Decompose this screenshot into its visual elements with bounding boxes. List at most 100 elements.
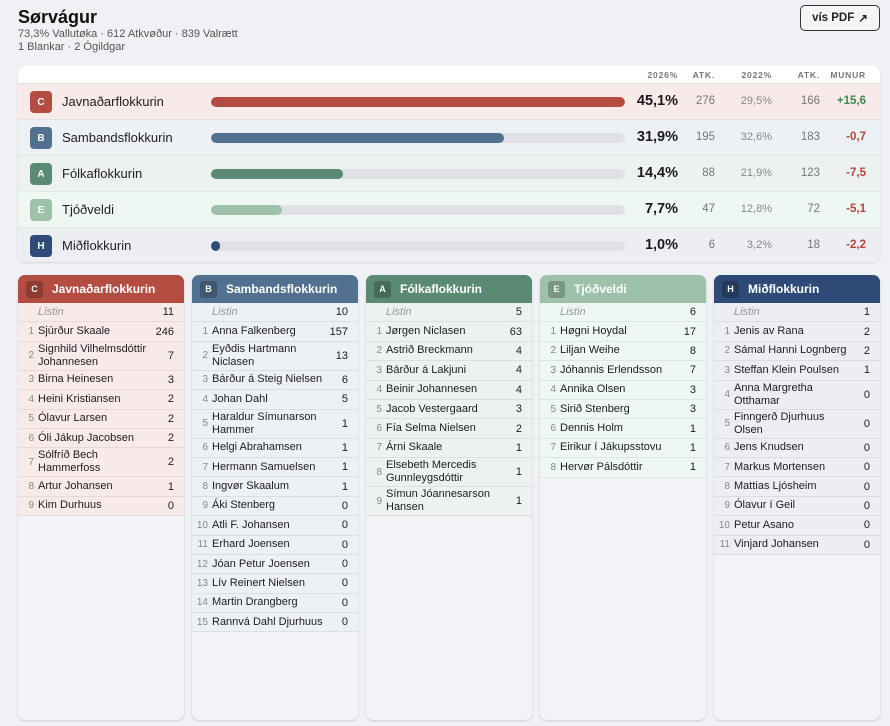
- candidate-row[interactable]: 10 Petur Asano 0: [714, 516, 880, 536]
- candidate-row[interactable]: 2 Eyðdis Hartmann Niclasen 13: [192, 341, 358, 371]
- candidate-number: 6: [376, 423, 382, 435]
- candidate-row[interactable]: 3 Bárður á Steig Nielsen 6: [192, 370, 358, 391]
- candidate-name: Steffan Klein Poulsen: [734, 363, 839, 376]
- candidate-votes: 1: [341, 480, 348, 493]
- candidate-number: 1: [202, 326, 208, 338]
- candidate-row[interactable]: 10 Atli F. Johansen 0: [192, 516, 358, 536]
- candidate-row[interactable]: 8 Elsebeth Mercedis Gunnleygsdóttir 1: [366, 458, 532, 488]
- votes-2026: 88: [702, 167, 715, 179]
- candidate-row[interactable]: 5 Haraldur Símunarson Hammer 1: [192, 409, 358, 439]
- col-diff: MUNUR: [830, 70, 866, 80]
- candidate-votes: 4: [515, 344, 522, 357]
- candidate-row[interactable]: 2 Sámal Hanni Lognberg 2: [714, 341, 880, 362]
- list-votes-label: Listin: [38, 305, 64, 318]
- candidate-number: 9: [724, 500, 730, 512]
- candidate-row[interactable]: 4 Annika Olsen 3: [540, 380, 706, 400]
- candidate-row[interactable]: 9 Áki Stenberg 0: [192, 496, 358, 517]
- pct-difference: -0,7: [846, 131, 866, 143]
- pct-2022: 12,8%: [740, 203, 772, 215]
- party-result-row[interactable]: B Sambandsflokkurin 31,9% 195 32,6% 183 -0,7: [18, 119, 880, 155]
- party-result-row[interactable]: E Tjóðveldi 7,7% 47 12,8% 72 -5,1: [18, 191, 880, 227]
- candidate-row[interactable]: 7 Eirikur í Jákupsstovu 1: [540, 438, 706, 459]
- candidate-row[interactable]: 6 Jens Knudsen 0: [714, 438, 880, 458]
- candidate-row[interactable]: 1 Jenis av Rana 2: [714, 322, 880, 342]
- candidate-row[interactable]: 7 Hermann Samuelsen 1: [192, 457, 358, 478]
- candidate-row[interactable]: 1 Sjúrður Skaale 246: [18, 322, 184, 342]
- party-cards: C Javnaðarflokkurin Listin 11 1 Sjúrður Skaal…: [18, 275, 880, 720]
- candidate-row[interactable]: 9 Símun Jóannesarson Hansen 1: [366, 487, 532, 517]
- candidate-row[interactable]: 8 Artur Johansen 1: [18, 477, 184, 497]
- candidate-votes: 0: [341, 616, 348, 629]
- view-pdf-button[interactable]: vís PDF ↗: [800, 5, 880, 31]
- candidate-row[interactable]: 6 Helgi Abrahamsen 1: [192, 438, 358, 458]
- candidate-votes: 2: [863, 325, 870, 338]
- candidate-row[interactable]: 15 Rannvá Dahl Djurhuus 0: [192, 613, 358, 633]
- candidate-number: 14: [196, 597, 208, 609]
- pct-2022: 29,5%: [740, 95, 772, 107]
- candidate-row[interactable]: 6 Dennis Holm 1: [540, 419, 706, 439]
- candidate-row[interactable]: 14 Martin Drangberg 0: [192, 593, 358, 614]
- candidate-row[interactable]: 9 Kim Durhuus 0: [18, 496, 184, 517]
- candidate-row[interactable]: 11 Erhard Joensen 0: [192, 535, 358, 555]
- candidate-row[interactable]: 4 Johan Dahl 5: [192, 390, 358, 410]
- pct-difference: -7,5: [846, 167, 866, 179]
- candidate-votes: 2: [167, 432, 174, 445]
- candidate-row[interactable]: 4 Anna Margretha Otthamar 0: [714, 380, 880, 410]
- candidate-name: Jóhannis Erlendsson: [560, 363, 663, 376]
- votes-2022: 72: [807, 203, 820, 215]
- vote-share-bar: [211, 205, 625, 215]
- candidate-row[interactable]: 6 Óli Jákup Jacobsen 2: [18, 428, 184, 449]
- candidate-number: 2: [724, 345, 730, 357]
- candidate-votes: 6: [341, 373, 348, 386]
- party-name: Miðflokkurin: [62, 238, 132, 253]
- candidate-row[interactable]: 5 Sirið Stenberg 3: [540, 399, 706, 420]
- candidate-row[interactable]: 1 Jørgen Niclasen 63: [366, 322, 532, 342]
- candidate-row[interactable]: 5 Ólavur Larsen 2: [18, 409, 184, 429]
- candidate-row[interactable]: 3 Bárður á Lakjuni 4: [366, 361, 532, 381]
- party-result-row[interactable]: H Miðflokkurin 1,0% 6 3,2% 18 -2,2: [18, 227, 880, 262]
- candidate-row[interactable]: 3 Jóhannis Erlendsson 7: [540, 361, 706, 381]
- candidate-name: Markus Mortensen: [734, 460, 826, 473]
- candidate-row[interactable]: 2 Liljan Weihe 8: [540, 341, 706, 362]
- votes-2026: 195: [695, 131, 715, 143]
- card-party-name: Sambandsflokkurin: [226, 282, 338, 296]
- candidate-row[interactable]: 2 Astrið Breckmann 4: [366, 341, 532, 362]
- candidate-name: Astrið Breckmann: [386, 344, 473, 357]
- candidate-name: Jenis av Rana: [734, 325, 804, 338]
- pct-2026: 31,9%: [636, 129, 678, 145]
- candidate-row[interactable]: 11 Vinjard Johansen 0: [714, 535, 880, 555]
- party-letter-badge: E: [30, 199, 52, 221]
- candidate-row[interactable]: 7 Markus Mortensen 0: [714, 457, 880, 478]
- candidate-votes: 1: [515, 466, 522, 479]
- candidate-row[interactable]: 6 Fía Selma Nielsen 2: [366, 419, 532, 439]
- pct-difference: -5,1: [846, 203, 866, 215]
- candidate-name: Jacob Vestergaard: [386, 402, 478, 415]
- candidate-name: Birna Heinesen: [38, 373, 114, 386]
- candidate-row[interactable]: 5 Finngerð Djurhuus Olsen 0: [714, 409, 880, 439]
- candidate-row[interactable]: 3 Steffan Klein Poulsen 1: [714, 361, 880, 381]
- candidate-row[interactable]: 4 Beinir Johannesen 4: [366, 380, 532, 400]
- candidate-name: Beinir Johannesen: [386, 383, 478, 396]
- candidate-row[interactable]: 7 Árni Skaale 1: [366, 438, 532, 459]
- candidate-row[interactable]: 8 Hervør Pálsdóttir 1: [540, 458, 706, 478]
- candidate-votes: 0: [863, 461, 870, 474]
- candidate-row[interactable]: 9 Ólavur í Geil 0: [714, 496, 880, 517]
- candidate-row[interactable]: 8 Ingvør Skaalum 1: [192, 477, 358, 497]
- candidate-row[interactable]: 4 Heini Kristiansen 2: [18, 390, 184, 410]
- candidate-row[interactable]: 13 Lív Reinert Nielsen 0: [192, 574, 358, 594]
- candidate-row[interactable]: 8 Mattias Ljósheim 0: [714, 477, 880, 497]
- list-votes-row: Listin 1: [714, 303, 880, 323]
- candidate-row[interactable]: 1 Anna Falkenberg 157: [192, 322, 358, 342]
- candidate-row[interactable]: 12 Jóan Petur Joensen 0: [192, 554, 358, 575]
- candidate-row[interactable]: 5 Jacob Vestergaard 3: [366, 399, 532, 420]
- party-result-row[interactable]: A Fólkaflokkurin 14,4% 88 21,9% 123 -7,5: [18, 155, 880, 191]
- candidate-row[interactable]: 2 Signhild Vilhelmsdóttir Johannesen 7: [18, 341, 184, 371]
- summary-header: 2026% ATK. 2022% ATK. MUNUR: [18, 66, 880, 83]
- candidate-name: Johan Dahl: [212, 392, 268, 405]
- candidate-votes: 8: [689, 344, 696, 357]
- party-result-row[interactable]: C Javnaðarflokkurin 45,1% 276 29,5% 166 +15,6: [18, 83, 880, 119]
- candidate-row[interactable]: 1 Høgni Hoydal 17: [540, 322, 706, 342]
- candidate-row[interactable]: 7 Sólfríð Bech Hammerfoss 2: [18, 448, 184, 478]
- candidate-name: Annika Olsen: [560, 383, 626, 396]
- candidate-row[interactable]: 3 Birna Heinesen 3: [18, 370, 184, 391]
